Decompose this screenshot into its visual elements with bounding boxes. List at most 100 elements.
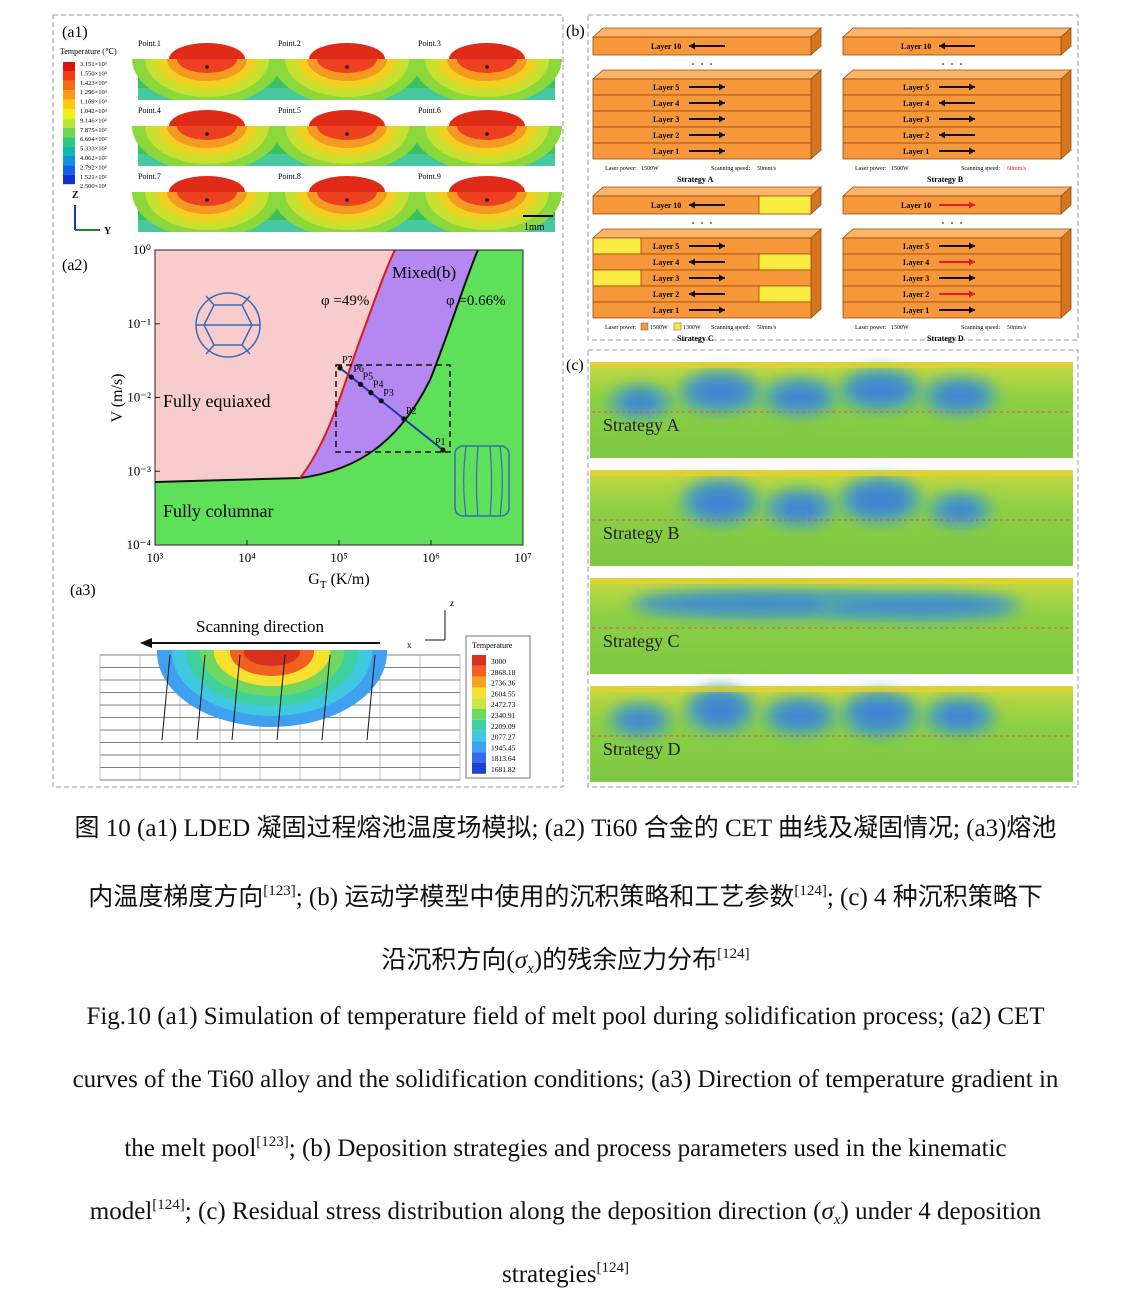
columnar-icon [454,445,510,517]
layer-label: Layer 10 [651,42,681,51]
strategy-label: Strategy B [927,175,964,184]
probe-point [345,132,349,136]
label: Temperature (℃) [60,47,117,56]
point-label: Point.2 [278,39,301,48]
caption-text: ; (b) 运动学模型中使用的沉积策略和工艺参数 [295,884,795,911]
process-label: Laser power: [855,166,887,172]
caption-text: [123] [263,883,296,899]
legend-label: 2209.09 [491,722,516,731]
panel-frame [587,14,1079,341]
x-tick-label: 10³ [147,550,164,565]
caption-line: Fig.10 (a1) Simulation of temperature fi… [0,985,1131,1048]
region-label: Mixed(b) [392,263,456,282]
point-label: Point.1 [138,39,161,48]
stress-map [590,686,1073,782]
point-label: P5 [363,371,374,382]
legend-label: 2472.73 [491,700,516,709]
layer-side [1060,228,1072,319]
point-label: P7 [342,355,353,366]
layer-top [841,186,1073,197]
stress-low [936,704,984,728]
legend-label: 2077.27 [491,733,516,742]
colorbar-swatch [63,156,75,166]
layer-label: Layer 2 [903,131,929,140]
colorbar-swatch [63,146,75,156]
label: z [450,598,454,608]
scan-arrow-head [969,201,975,209]
colorbar-swatch [63,71,75,81]
process-value: 50mm/s [757,325,777,331]
layer-label: Layer 10 [901,42,931,51]
scan-arrow-head [939,99,945,107]
caption-line: 图 10 (a1) LDED 凝固过程熔池温度场模拟; (a2) Ti60 合金… [0,797,1131,860]
layer-label: Layer 2 [653,131,679,140]
layer-label: Layer 4 [653,258,679,267]
melt-pool-zone [244,650,300,666]
region-label: Fully equiaxed [163,391,270,411]
melt-pool-cap [449,176,525,192]
caption-text: [124] [717,946,750,962]
colorbar-swatch [63,174,75,185]
strategy-label: Strategy A [677,175,713,184]
colorbar-label: 1.423×10³ [80,80,107,87]
scan-arrow-head [689,201,695,209]
scan-arrow-head [719,242,725,250]
stress-low [934,384,986,408]
point-label: Point.9 [418,172,441,181]
label: (c) [566,357,584,374]
layer-top [591,69,823,80]
layer-low-power [592,237,642,255]
stress-high [590,686,1073,692]
ellipsis-dot [701,63,703,65]
layer-label: Layer 3 [653,274,679,283]
stress-high [590,578,1073,584]
strategy-label: Strategy C [603,631,680,651]
strategy-label: Strategy A [603,415,680,435]
colorbar-label: 1.296×10³ [80,89,107,96]
scan-arrow-head [969,147,975,155]
layer-label: Layer 4 [903,258,929,267]
caption-line: 内温度梯度方向[123]; (b) 运动学模型中使用的沉积策略和工艺参数[124… [0,860,1131,923]
point-label: P3 [383,388,394,399]
legend-swatch [472,665,486,677]
layer-label: Layer 3 [903,274,929,283]
x-axis-label-part: T [320,579,327,591]
region-label: φ =49% [321,293,369,309]
caption-text: ; (c) 4 种沉积策略下 [826,884,1043,911]
x-tick-label: 10⁷ [514,550,532,565]
melt-pool-cap [169,110,245,126]
layer-label: Layer 5 [653,83,679,92]
colorbar-label: 1.169×10³ [80,99,107,106]
probe-point [205,198,209,202]
layer-top [591,228,823,239]
stress-high [590,470,1073,476]
caption-text: [124] [152,1197,185,1213]
x-axis-label-part: G [308,571,320,588]
scan-arrow-head [969,115,975,123]
point-label: Point.4 [138,106,161,115]
cet-boundary [154,249,479,483]
y-tick-label: 10⁻² [127,390,151,405]
caption-text: [124] [794,883,827,899]
stress-map [590,362,1073,458]
ellipsis-dot [692,63,694,65]
power-swatch [640,322,649,331]
solidification-path [339,367,444,451]
caption-text: 内温度梯度方向 [88,884,264,911]
point-label: Point.8 [278,172,301,181]
figure-content: (a1) Temperature (℃) 3.151×10³ 1.550×10³ 1.4… [60,23,1073,782]
stress-low [776,496,824,520]
point-label: P1 [435,437,446,448]
legend-swatch [472,741,486,753]
legend-swatch [472,676,486,688]
columnar-icon [463,445,503,517]
ellipsis-dot [960,63,962,65]
scan-arrow-head [689,42,695,50]
scan-arrow-head [969,242,975,250]
scan-arrow-head [939,131,945,139]
caption-text: model [89,1198,153,1225]
y-tick-label: 10⁻³ [127,463,151,478]
gradient-vector [231,654,241,741]
y-tick-label: 10⁻¹ [127,316,151,331]
